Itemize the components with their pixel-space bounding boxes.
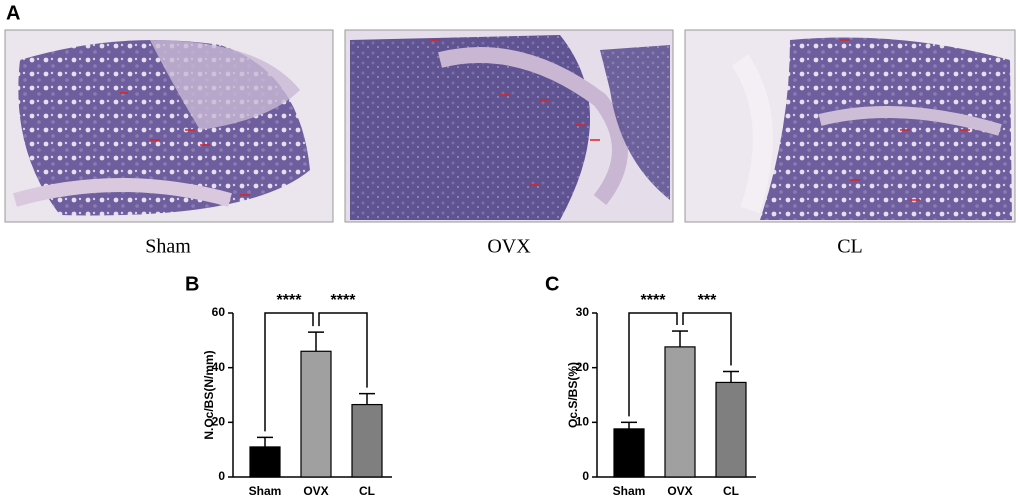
significance-stars: *** <box>698 292 717 309</box>
micrograph <box>344 29 674 223</box>
y-tick-label: 30 <box>576 305 590 319</box>
significance-stars: **** <box>331 292 357 309</box>
y-axis-label: N.Oc/BS(N/mm) <box>202 350 216 439</box>
image-caption: CL <box>837 236 863 258</box>
bar <box>664 346 696 478</box>
bar <box>613 428 645 478</box>
significance-stars: **** <box>641 292 667 309</box>
bar <box>715 381 747 478</box>
significance-bracket <box>628 312 678 417</box>
y-tick-label: 60 <box>212 305 226 319</box>
significance-bracket <box>318 312 368 388</box>
significance-bracket <box>264 312 314 432</box>
micrograph <box>4 29 334 223</box>
panel-label: C <box>545 273 559 295</box>
y-tick-label: 20 <box>576 360 590 374</box>
image-caption: OVX <box>487 236 531 258</box>
y-axis-label: Oc.S/BS(%) <box>566 362 580 428</box>
x-tick-label: Sham <box>613 484 646 498</box>
image-caption: Sham <box>145 236 191 258</box>
panel-label: A <box>6 2 20 24</box>
x-tick-label: CL <box>723 484 739 498</box>
y-tick-label: 40 <box>212 360 226 374</box>
x-tick-label: OVX <box>667 484 692 498</box>
micrograph <box>684 29 1016 223</box>
x-tick-label: Sham <box>249 484 282 498</box>
panel-label: B <box>185 273 199 295</box>
y-tick-label: 20 <box>212 415 226 429</box>
y-tick-label: 10 <box>576 415 590 429</box>
x-tick-label: OVX <box>303 484 328 498</box>
bar <box>300 350 332 478</box>
bar <box>351 403 383 478</box>
y-tick-label: 0 <box>218 469 225 483</box>
y-tick-label: 0 <box>582 469 589 483</box>
significance-stars: **** <box>277 292 303 309</box>
significance-bracket <box>682 312 732 366</box>
x-tick-label: CL <box>359 484 375 498</box>
bar <box>249 446 281 478</box>
